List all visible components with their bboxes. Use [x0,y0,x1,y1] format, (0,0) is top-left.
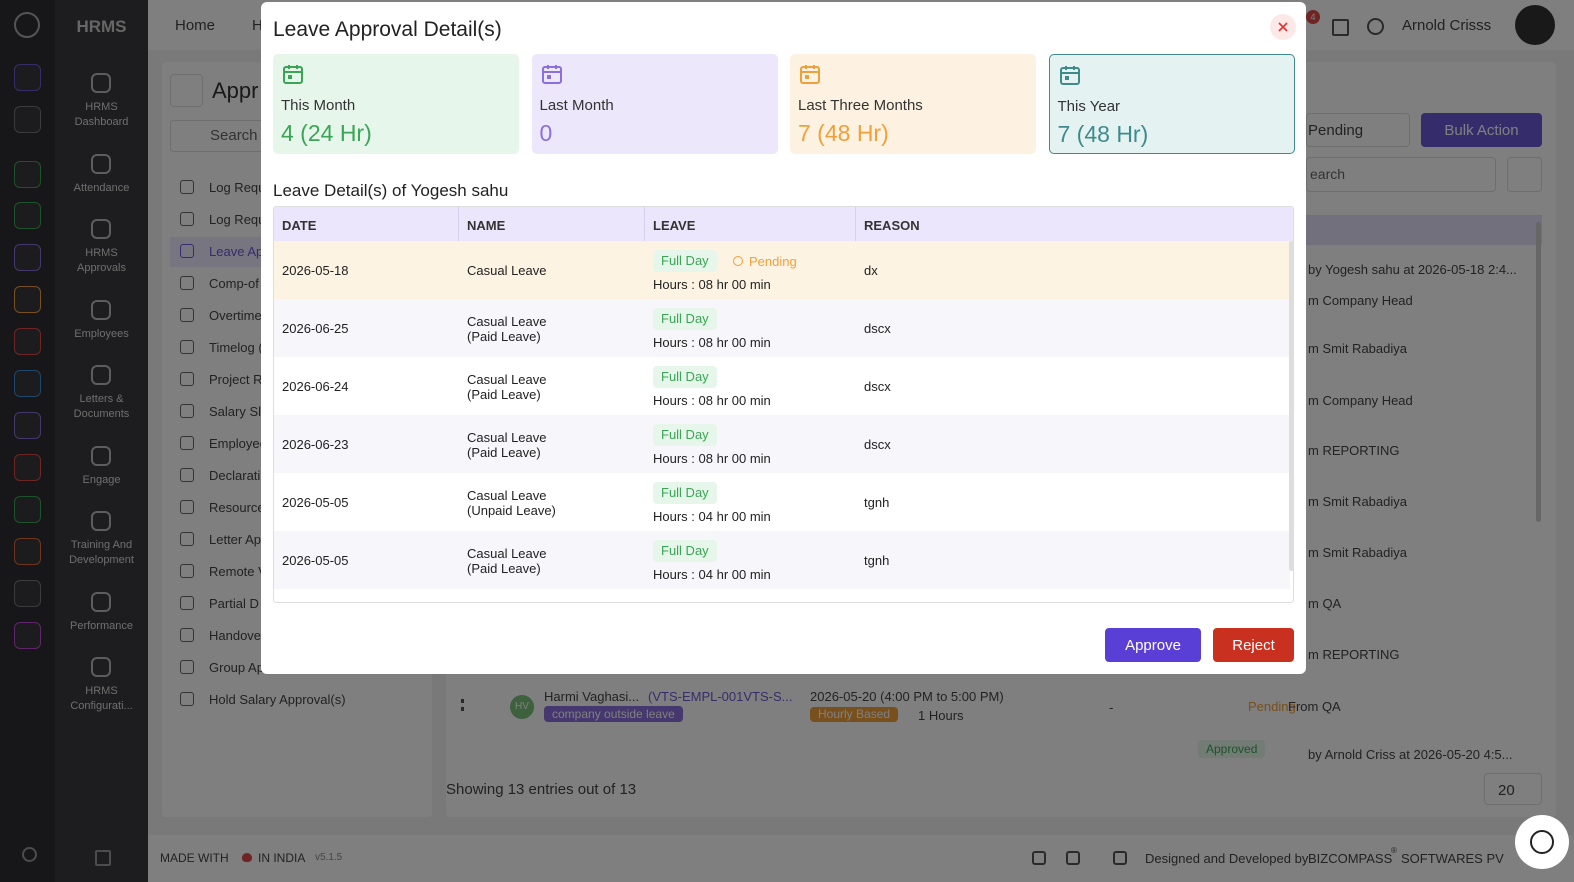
leave-table: DATE NAME LEAVE REASON 2026-05-18 Casual Leav… [273,206,1294,603]
calendar-icon [800,65,820,84]
calendar-icon [283,65,303,84]
cell-name-sub: (Paid Leave) [467,445,541,460]
cell-name: Casual Leave [467,430,547,445]
cell-date: 2026-05-05 [282,553,349,568]
table-row[interactable] [274,531,1290,589]
table-header [274,207,1293,241]
table-row[interactable] [274,473,1290,531]
column-divider [855,207,856,241]
calendar-icon [541,65,562,84]
cell-hours: Hours : 08 hr 00 min [653,451,771,466]
column-header: LEAVE [653,218,696,233]
cell-reason: tgnh [864,495,890,510]
card-value: 0 [539,120,553,146]
cell-name-sub: (Unpaid Leave) [467,503,556,518]
cell-date: 2026-05-18 [282,263,349,278]
cell-name-sub: (Paid Leave) [467,387,541,402]
cell-hours: Hours : 04 hr 00 min [653,509,771,524]
card-label: This Month [281,97,356,114]
cell-date: 2026-06-24 [282,379,349,394]
column-header: DATE [282,218,317,233]
reject-button[interactable]: Reject [1213,628,1294,662]
column-header: REASON [864,218,920,233]
cell-name: Casual Leave [467,372,547,387]
cell-reason: dscx [864,437,891,452]
table-row[interactable] [274,299,1290,357]
timer-button[interactable] [1515,815,1569,869]
cell-reason: dx [864,263,878,278]
modal: Leave Approval Detail(s) This Month 4 (24 … [261,2,1306,674]
leave-badge: Full Day [653,482,717,504]
cell-name-sub: (Paid Leave) [467,561,541,576]
calendar-icon [1059,66,1080,85]
card-value: 4 (24 Hr) [281,120,372,146]
cell-name-sub: (Paid Leave) [467,329,541,344]
summary-card[interactable]: This Year 7 (48 Hr) [1048,54,1295,154]
cell-hours: Hours : 08 hr 00 min [653,335,771,350]
cell-date: 2026-06-25 [282,321,349,336]
column-header: NAME [467,218,506,233]
cell-date: 2026-06-23 [282,437,349,452]
cell-reason: tgnh [864,553,890,568]
cell-hours: Hours : 04 hr 00 min [653,567,771,582]
table-row[interactable] [274,241,1290,299]
column-divider [644,207,645,241]
cell-name: Casual Leave [467,488,547,503]
modal-title: Leave Approval Detail(s) [273,18,502,41]
card-label: Last Three Months [798,97,923,114]
pending-icon [733,256,743,266]
leave-badge: Full Day [653,540,717,562]
cell-date: 2026-05-05 [282,495,349,510]
leave-badge: Full Day [653,424,717,446]
leave-badge: Full Day [653,366,717,388]
leave-badge: Full Day [653,250,717,272]
cell-reason: dscx [864,379,891,394]
card-value: 7 (48 Hr) [1057,121,1149,147]
card-label: This Year [1057,98,1121,115]
cell-hours: Hours : 08 hr 00 min [653,393,771,408]
cell-reason: dscx [864,321,891,336]
card-label: Last Month [539,97,614,114]
summary-card[interactable]: Last Month 0 [531,54,778,154]
table-row[interactable] [274,415,1290,473]
table-scrollbar [1289,241,1293,571]
section-title: Leave Detail(s) of Yogesh sahu [273,181,509,200]
column-divider [458,207,459,241]
close-button[interactable] [1270,14,1296,40]
card-value: 7 (48 Hr) [798,120,889,146]
cell-name: Casual Leave [467,546,547,561]
cell-name: Casual Leave [467,314,547,329]
summary-card[interactable]: This Month 4 (24 Hr) [273,54,519,154]
approve-button[interactable]: Approve [1105,628,1201,662]
summary-card[interactable]: Last Three Months 7 (48 Hr) [790,54,1036,154]
table-row[interactable] [274,357,1290,415]
cell-hours: Hours : 08 hr 00 min [653,277,771,292]
cell-name: Casual Leave [467,263,547,278]
leave-badge: Full Day [653,308,717,330]
status-pending: Pending [749,254,797,269]
